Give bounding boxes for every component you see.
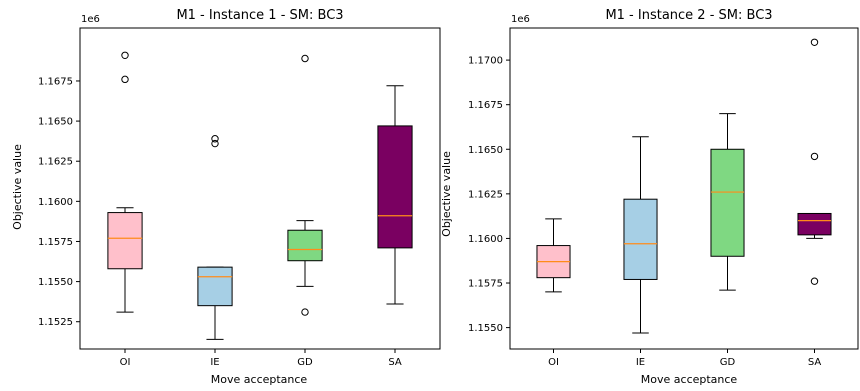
flier-point xyxy=(301,54,309,63)
y-axis-label: Objective value xyxy=(440,151,453,237)
y-tick-label: 1.1675 xyxy=(38,76,73,87)
box-ie xyxy=(197,135,233,340)
chart-instance-2: M1 - Instance 2 - SM: BC3 1e6 Objective … xyxy=(440,8,859,386)
y-tick-label: 1.1625 xyxy=(38,157,73,168)
box-body xyxy=(797,212,832,236)
box-gd xyxy=(287,54,323,316)
flier-point xyxy=(810,38,819,46)
x-tick-label: GD xyxy=(297,357,313,368)
x-axis-label: Move acceptance xyxy=(641,373,738,386)
box-sa xyxy=(377,85,413,305)
y-tick-label: 1.1575 xyxy=(38,237,73,248)
y-tick-label: 1.1650 xyxy=(38,117,73,128)
box-body xyxy=(287,229,323,262)
y-tick-label: 1.1650 xyxy=(468,145,503,156)
flier-point xyxy=(301,308,309,316)
chart-instance-1: M1 - Instance 1 - SM: BC3 1e6 Objective … xyxy=(11,8,441,386)
y-tick-label: 1.1675 xyxy=(468,100,503,111)
box-body xyxy=(623,198,658,280)
x-tick-label: IE xyxy=(210,357,219,368)
axes-frame xyxy=(79,27,441,350)
x-tick-label: SA xyxy=(808,357,822,368)
y-tick-label: 1.1525 xyxy=(38,317,73,328)
box-sa xyxy=(797,38,832,285)
flier-point xyxy=(810,152,819,161)
y-tick-label: 1.1550 xyxy=(38,277,73,288)
y-tick-label: 1.1700 xyxy=(468,56,503,67)
y-tick-label: 1.1575 xyxy=(468,279,503,290)
y-axis-label: Objective value xyxy=(11,144,24,230)
chart-title: M1 - Instance 1 - SM: BC3 xyxy=(176,8,343,23)
x-tick-label: IE xyxy=(636,357,645,368)
x-tick-label: SA xyxy=(388,357,402,368)
box-oi xyxy=(107,51,143,313)
chart-title: M1 - Instance 2 - SM: BC3 xyxy=(605,8,772,23)
offset-text: 1e6 xyxy=(81,14,100,25)
offset-text: 1e6 xyxy=(511,14,530,25)
box-body xyxy=(107,212,143,270)
flier-point xyxy=(211,139,219,148)
box-oi xyxy=(536,218,571,293)
box-gd xyxy=(710,113,745,291)
x-tick-label: OI xyxy=(120,357,131,368)
axes-frame xyxy=(509,27,859,350)
y-tick-label: 1.1600 xyxy=(468,234,503,245)
y-tick-label: 1.1625 xyxy=(468,189,503,200)
y-tick-label: 1.1550 xyxy=(468,323,503,334)
box-ie xyxy=(623,136,658,334)
x-tick-label: GD xyxy=(720,357,736,368)
box-body xyxy=(377,125,413,249)
box-body xyxy=(710,148,745,257)
box-body xyxy=(197,266,233,307)
flier-point xyxy=(121,75,129,84)
x-axis-label: Move acceptance xyxy=(211,373,308,386)
x-tick-label: OI xyxy=(548,357,559,368)
y-tick-label: 1.1600 xyxy=(38,197,73,208)
flier-point xyxy=(211,135,219,143)
flier-point xyxy=(810,277,819,285)
flier-point xyxy=(121,51,129,59)
